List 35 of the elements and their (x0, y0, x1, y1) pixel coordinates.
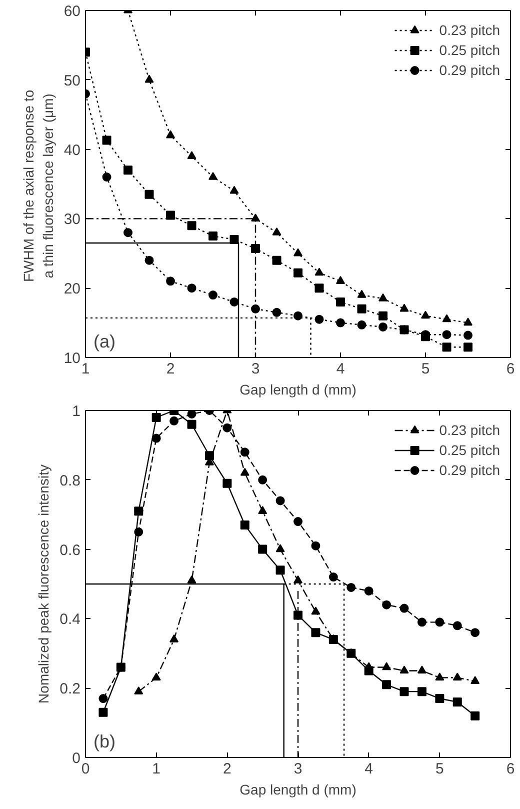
x-tick-label: 6 (506, 360, 515, 378)
legend-label: 0.25 pitch (439, 442, 500, 458)
x-tick-label: 4 (336, 360, 345, 378)
y-tick-label: 40 (64, 142, 81, 159)
legend-label: 0.23 pitch (439, 22, 500, 38)
x-axis-title: Gap length d (mm) (240, 782, 356, 798)
legend-label: 0.29 pitch (439, 462, 500, 478)
y-tick-label: 30 (64, 211, 81, 228)
legend-label: 0.25 pitch (439, 42, 500, 58)
y-tick-label: 0.6 (60, 542, 81, 559)
annotation: (a) (94, 332, 116, 352)
x-tick-label: 5 (421, 360, 430, 378)
y-tick-label: 0.2 (60, 680, 81, 698)
y-tick-label: 1 (72, 403, 80, 420)
y-tick-label: 50 (64, 72, 81, 90)
x-tick-label: 5 (435, 760, 444, 778)
x-tick-label: 4 (364, 760, 374, 778)
x-tick-label: 1 (152, 760, 161, 778)
x-tick-label: 6 (506, 760, 515, 778)
x-tick-label: 3 (251, 360, 260, 378)
y-tick-label: 0 (72, 750, 80, 767)
y-tick-label: 20 (64, 280, 81, 298)
y-axis-title: Nomalized peak fluorescence intensity (36, 464, 52, 704)
annotation: (b) (94, 732, 116, 752)
y-tick-label: 0.4 (60, 611, 81, 628)
y-tick-label: 10 (64, 350, 81, 367)
x-axis-title: Gap length d (mm) (240, 382, 356, 398)
legend-label: 0.23 pitch (439, 422, 500, 438)
x-tick-label: 3 (294, 760, 302, 778)
y-tick-label: 0.8 (60, 472, 81, 490)
legend-label: 0.29 pitch (439, 62, 500, 78)
y-axis-title: FWHM of the axial response to a thin fluorescence layer (μm) (20, 90, 56, 282)
y-tick-label: 60 (64, 3, 81, 20)
x-tick-label: 2 (222, 760, 232, 778)
x-tick-label: 2 (166, 360, 175, 378)
